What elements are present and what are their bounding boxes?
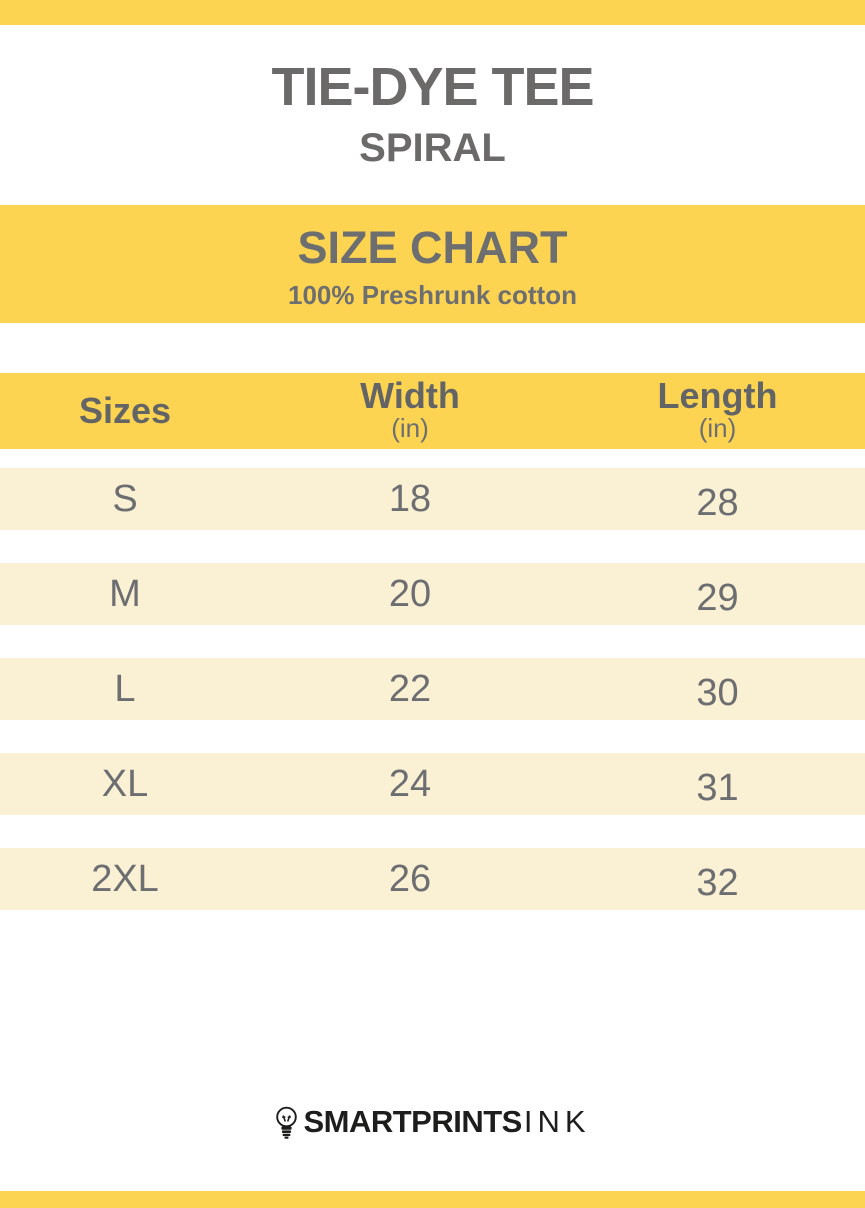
cell-length: 30 [696,672,739,714]
table-row: L 22 30 [0,658,865,720]
cell-width: 22 [388,667,432,710]
column-header-label: Width [360,375,460,417]
cell-size: S [112,477,138,520]
bottom-accent-bar [0,1191,865,1208]
table-header-row: Sizes Width (in) Length (in) [0,373,865,449]
cell-size: M [109,572,141,615]
column-header-sizes: Sizes [0,373,250,449]
column-header-label: Length [657,375,778,417]
column-header-width: Width (in) [250,373,570,449]
column-header-length: Length (in) [570,373,865,449]
cell-length: 31 [696,767,739,809]
table-row: 2XL 26 32 [0,848,865,910]
cell-size: 2XL [91,857,159,900]
brand-name-bold: SMARTPRINTS [303,1104,522,1139]
cell-width: 26 [388,857,432,900]
brand-name-light: INK [523,1104,591,1139]
cell-width: 18 [388,477,432,520]
table-row: S 18 28 [0,468,865,530]
cell-size: XL [101,762,149,805]
column-header-unit: (in) [391,413,429,444]
size-chart-banner: SIZE CHART 100% Preshrunk cotton [0,205,865,323]
column-header-label: Sizes [78,390,172,431]
cell-length: 32 [696,862,739,904]
cell-width: 24 [388,762,432,805]
cell-length: 28 [696,482,739,524]
banner-subtitle: 100% Preshrunk cotton [288,280,577,310]
brand-logo: SMARTPRINTS INK [0,1100,865,1144]
product-subtitle: SPIRAL [359,126,506,170]
cell-length: 29 [696,577,739,619]
column-header-unit: (in) [698,413,737,444]
table-row: XL 24 31 [0,753,865,815]
top-accent-bar [0,0,865,25]
banner-title: SIZE CHART [297,222,568,273]
lightbulb-icon [276,1106,298,1139]
product-title: TIE-DYE TEE [271,57,594,117]
table-row: M 20 29 [0,563,865,625]
cell-width: 20 [388,572,432,615]
cell-size: L [114,667,136,710]
